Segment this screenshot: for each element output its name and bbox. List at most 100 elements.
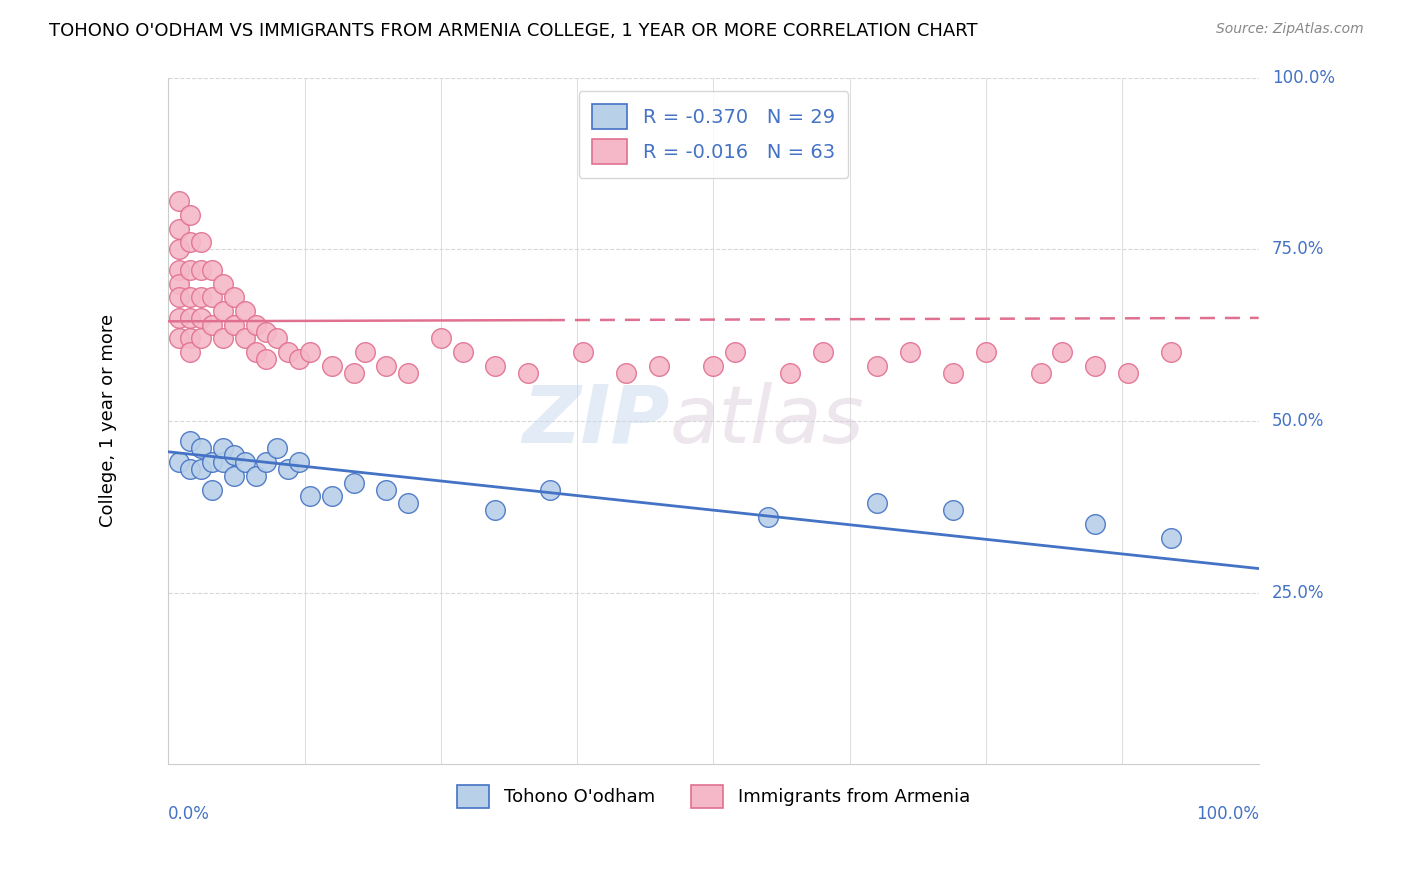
Point [702, 359, 724, 373]
Point [254, 455, 277, 469]
Point [167, 242, 190, 256]
Point [254, 325, 277, 339]
Text: 0.0%: 0.0% [169, 805, 209, 823]
Point [167, 290, 190, 304]
Point [190, 310, 212, 325]
Point [211, 277, 233, 291]
Point [353, 345, 375, 359]
Point [484, 359, 506, 373]
Point [942, 503, 965, 517]
Point [396, 496, 419, 510]
Point [430, 331, 453, 345]
Point [396, 366, 419, 380]
Point [648, 359, 671, 373]
Point [179, 235, 201, 250]
Text: TOHONO O'ODHAM VS IMMIGRANTS FROM ARMENIA COLLEGE, 1 YEAR OR MORE CORRELATION CH: TOHONO O'ODHAM VS IMMIGRANTS FROM ARMENI… [49, 22, 977, 40]
Point [266, 442, 288, 456]
Point [245, 468, 267, 483]
Point [201, 483, 224, 497]
Text: 50.0%: 50.0% [1272, 412, 1324, 430]
Point [1052, 345, 1074, 359]
Text: College, 1 year or more: College, 1 year or more [100, 314, 117, 527]
Point [190, 442, 212, 456]
Point [756, 510, 779, 524]
Point [375, 359, 398, 373]
Point [245, 318, 267, 332]
Point [222, 318, 245, 332]
Point [1160, 531, 1182, 545]
Point [266, 331, 288, 345]
Point [222, 468, 245, 483]
Point [254, 352, 277, 367]
Point [942, 366, 965, 380]
Point [167, 194, 190, 208]
Point [222, 448, 245, 462]
Point [277, 345, 299, 359]
Point [277, 462, 299, 476]
Text: 25.0%: 25.0% [1272, 583, 1324, 601]
Point [614, 366, 637, 380]
Text: Source: ZipAtlas.com: Source: ZipAtlas.com [1216, 22, 1364, 37]
Point [190, 462, 212, 476]
Point [179, 434, 201, 449]
Text: atlas: atlas [669, 382, 865, 460]
Point [167, 455, 190, 469]
Point [167, 277, 190, 291]
Point [167, 331, 190, 345]
Point [179, 208, 201, 222]
Point [167, 221, 190, 235]
Point [179, 290, 201, 304]
Point [179, 345, 201, 359]
Point [233, 331, 256, 345]
Point [724, 345, 747, 359]
Point [211, 331, 233, 345]
Point [190, 290, 212, 304]
Point [898, 345, 921, 359]
Point [1116, 366, 1139, 380]
Point [866, 359, 889, 373]
Text: 75.0%: 75.0% [1272, 240, 1324, 258]
Point [233, 304, 256, 318]
Point [245, 345, 267, 359]
Point [233, 455, 256, 469]
Point [288, 455, 311, 469]
Point [517, 366, 540, 380]
Point [1084, 359, 1107, 373]
Point [451, 345, 474, 359]
Point [179, 310, 201, 325]
Point [321, 490, 343, 504]
Point [1084, 516, 1107, 531]
Text: 100.0%: 100.0% [1272, 69, 1334, 87]
Point [201, 318, 224, 332]
Point [779, 366, 801, 380]
Point [167, 310, 190, 325]
Legend: Tohono O'odham, Immigrants from Armenia: Tohono O'odham, Immigrants from Armenia [447, 776, 979, 817]
Point [299, 345, 322, 359]
Point [222, 290, 245, 304]
Point [201, 290, 224, 304]
Point [190, 235, 212, 250]
Point [1160, 345, 1182, 359]
Point [211, 442, 233, 456]
Point [299, 490, 322, 504]
Point [571, 345, 593, 359]
Point [190, 262, 212, 277]
Point [201, 455, 224, 469]
Point [201, 262, 224, 277]
Point [167, 262, 190, 277]
Point [484, 503, 506, 517]
Point [974, 345, 997, 359]
Point [179, 262, 201, 277]
Point [179, 462, 201, 476]
Point [321, 359, 343, 373]
Point [288, 352, 311, 367]
Point [179, 331, 201, 345]
Point [343, 475, 366, 490]
Text: 100.0%: 100.0% [1195, 805, 1258, 823]
Point [343, 366, 366, 380]
Point [190, 331, 212, 345]
Point [375, 483, 398, 497]
Point [538, 483, 561, 497]
Text: ZIP: ZIP [523, 382, 669, 460]
Point [1029, 366, 1052, 380]
